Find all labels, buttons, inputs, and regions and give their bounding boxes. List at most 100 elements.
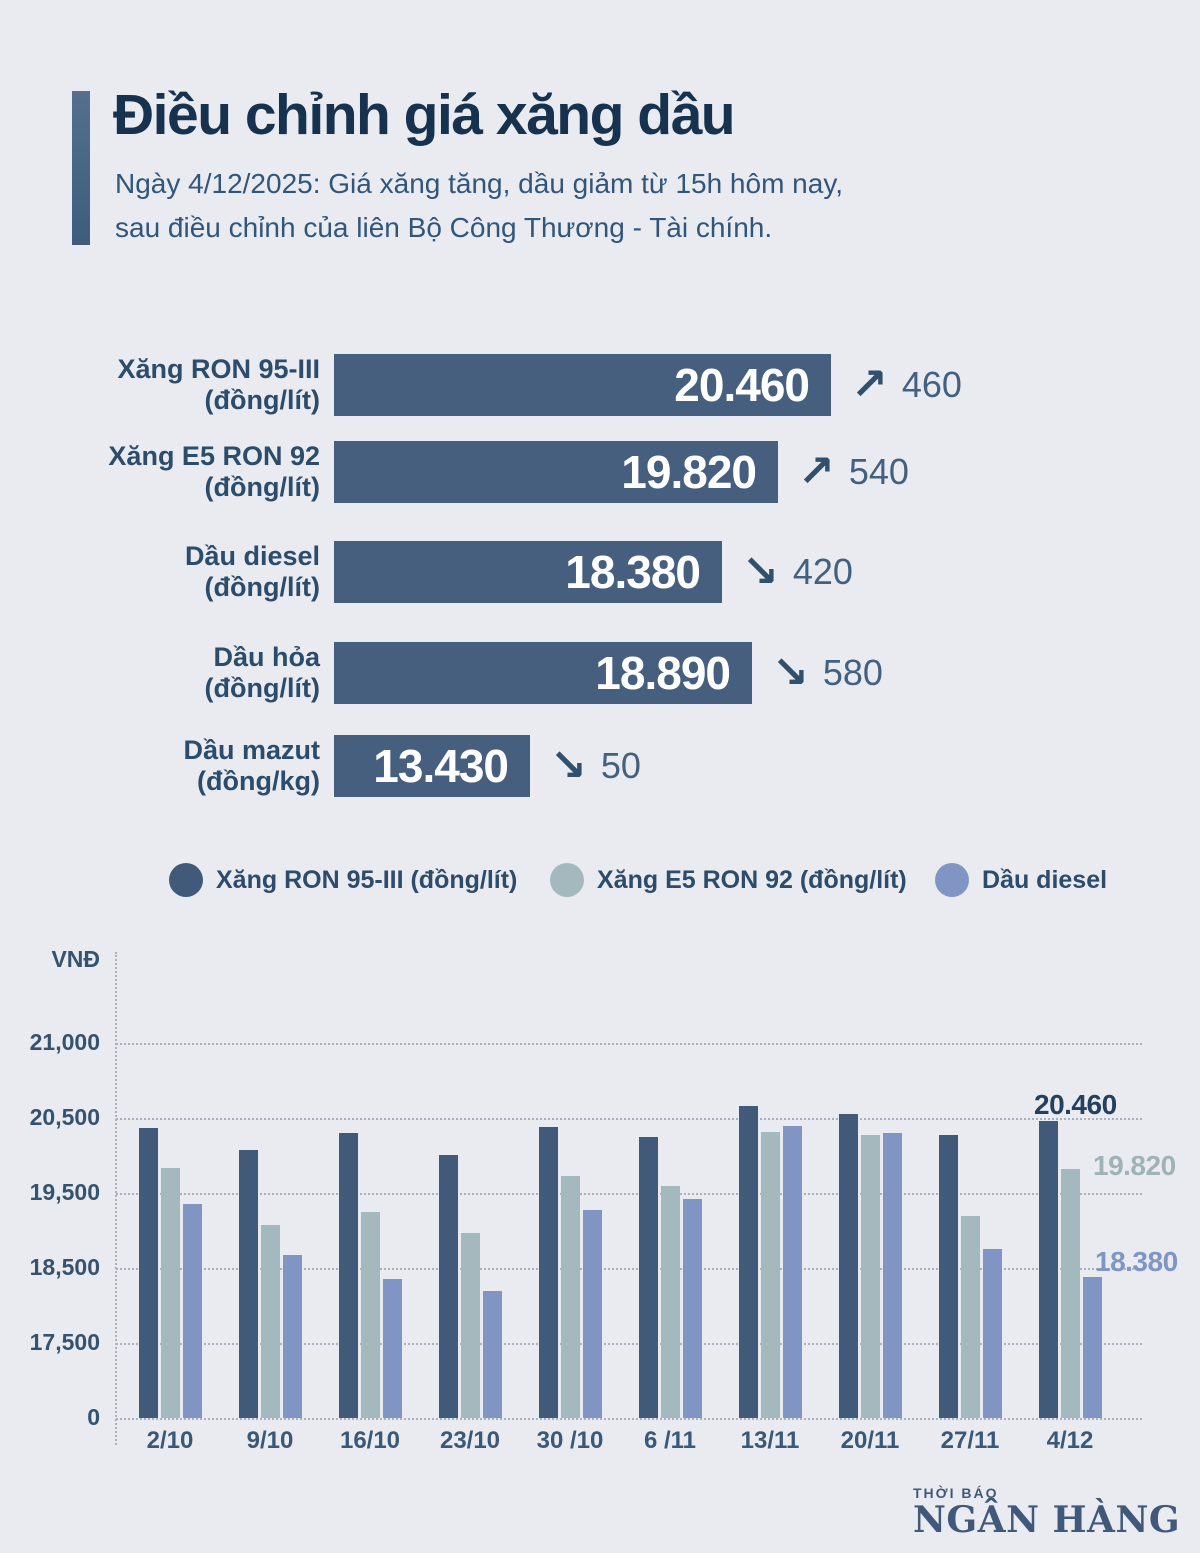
price-value: 18.890 [595,647,731,699]
chart-bar [782,1125,802,1418]
x-tick-label: 27/11 [940,1427,1000,1454]
chart-bar [738,1106,758,1418]
y-tick-label: 0 [87,1404,100,1430]
chart-bar [1060,1169,1080,1418]
y-tick-label: 17,500 [29,1329,100,1355]
chart-bar [138,1127,158,1418]
price-bar: 18.890 [334,642,752,704]
annotation-label: 19.820 [1093,1150,1176,1181]
price-value: 19.820 [621,446,757,498]
x-tick-label: 20/11 [840,1427,900,1454]
x-tick-label: 2/10 [146,1427,194,1454]
chart-bar [338,1133,358,1418]
price-bar: 20.460 [334,354,831,416]
price-value: 13.430 [373,740,509,792]
gridline [116,1418,1142,1420]
trend-up-icon: ↗ [798,447,835,496]
y-axis-line [115,952,117,1445]
price-row-name: Dầu hỏa [213,642,320,672]
chart-bar [1082,1277,1102,1418]
chart-bar [382,1279,402,1418]
gridline [116,1268,1142,1270]
price-row-name: Xăng E5 RON 92 [108,441,320,471]
trend-indicator: ↘ 420 [742,541,853,603]
chart-bar [360,1211,380,1418]
price-value: 18.380 [565,546,701,598]
price-bar: 18.380 [334,541,722,603]
price-bar: 19.820 [334,441,778,503]
chart-bar [938,1134,958,1418]
chart-bar [682,1199,702,1418]
x-tick-label: 6 /11 [643,1427,697,1454]
change-value: 460 [901,364,962,405]
price-row-label: Dầu hỏa (đồng/lít) [75,640,320,706]
y-tick-label: 20,500 [29,1104,100,1130]
trend-indicator: ↗ 460 [851,354,962,416]
y-tick-label: 19,500 [29,1179,100,1205]
logo-main-text: NGÂN HÀNG [913,1499,1181,1541]
subtitle-line-2: sau điều chỉnh của liên Bộ Công Thương -… [115,212,773,243]
x-tick-label: 23/10 [439,1427,501,1454]
logo-top-text: THỜI BÁO [913,1485,999,1501]
x-tick-label: 4/12 [1046,1427,1094,1454]
y-axis-unit-label: VNĐ [51,946,100,972]
price-row-unit: (đồng/lít) [204,673,320,703]
trend-down-icon: ↘ [550,741,587,790]
price-row-unit: (đồng/lít) [204,572,320,602]
x-tick-label: 9/10 [246,1427,294,1454]
y-tick-label: 21,000 [29,1029,100,1055]
chart-bar [960,1215,980,1418]
price-row-name: Dầu mazut [183,735,320,765]
price-row-label: Xăng RON 95-III (đồng/lít) [75,352,320,418]
price-row-name: Dầu diesel [184,541,320,571]
price-row-name: Xăng RON 95-III [117,354,320,384]
legend-label: Xăng RON 95-III (đồng/lít) [216,865,518,894]
change-value: 580 [822,652,883,693]
annotation-label: 18.380 [1095,1246,1178,1277]
chart-bar [860,1135,880,1418]
trend-indicator: ↗ 540 [798,441,909,503]
chart-bar [260,1224,280,1418]
change-value: 50 [600,745,641,786]
chart-bar [882,1133,902,1418]
price-row-unit: (đồng/lít) [204,472,320,502]
chart-bar [1038,1121,1058,1418]
chart-bar [638,1136,658,1418]
price-value: 20.460 [674,359,810,411]
legend-label: Xăng E5 RON 92 (đồng/lít) [597,865,907,894]
chart-bar [482,1290,502,1418]
publisher-logo: THỜI BÁO NGÂN HÀNG [913,1485,1180,1541]
trend-down-icon: ↘ [772,648,809,697]
price-row-label: Dầu diesel (đồng/lít) [75,539,320,605]
trend-indicator: ↘ 580 [772,642,883,704]
chart-bar [238,1149,258,1418]
chart-bar [582,1210,602,1418]
price-row-label: Xăng E5 RON 92 (đồng/lít) [75,439,320,505]
legend-item: Xăng RON 95-III (đồng/lít) [169,858,517,902]
price-bar: 13.430 [334,735,530,797]
price-row-unit: (đồng/lít) [204,385,320,415]
gridline [116,1118,1142,1120]
chart-bar [282,1254,302,1418]
gridline [116,1043,1142,1045]
chart-bar [760,1131,780,1418]
subtitle-line-1: Ngày 4/12/2025: Giá xăng tăng, dầu giảm … [115,168,844,199]
chart-bar [538,1127,558,1418]
trend-up-icon: ↗ [851,360,888,409]
chart-bar [438,1154,458,1418]
chart-bar [160,1167,180,1418]
chart-bar [838,1113,858,1418]
legend-dot-icon [550,863,584,897]
legend-item: Xăng E5 RON 92 (đồng/lít) [550,858,907,902]
chart-bar [460,1232,480,1418]
header-accent-bar [72,91,90,245]
x-tick-label: 16/10 [339,1427,401,1454]
legend-dot-icon [169,863,203,897]
page-title: Điều chỉnh giá xăng dầu [113,83,736,147]
chart-bar [660,1186,680,1418]
legend-label: Dầu diesel [982,865,1108,894]
legend-item: Dầu diesel [935,858,1107,902]
trend-down-icon: ↘ [742,547,779,596]
price-row-label: Dầu mazut (đồng/kg) [75,733,320,799]
